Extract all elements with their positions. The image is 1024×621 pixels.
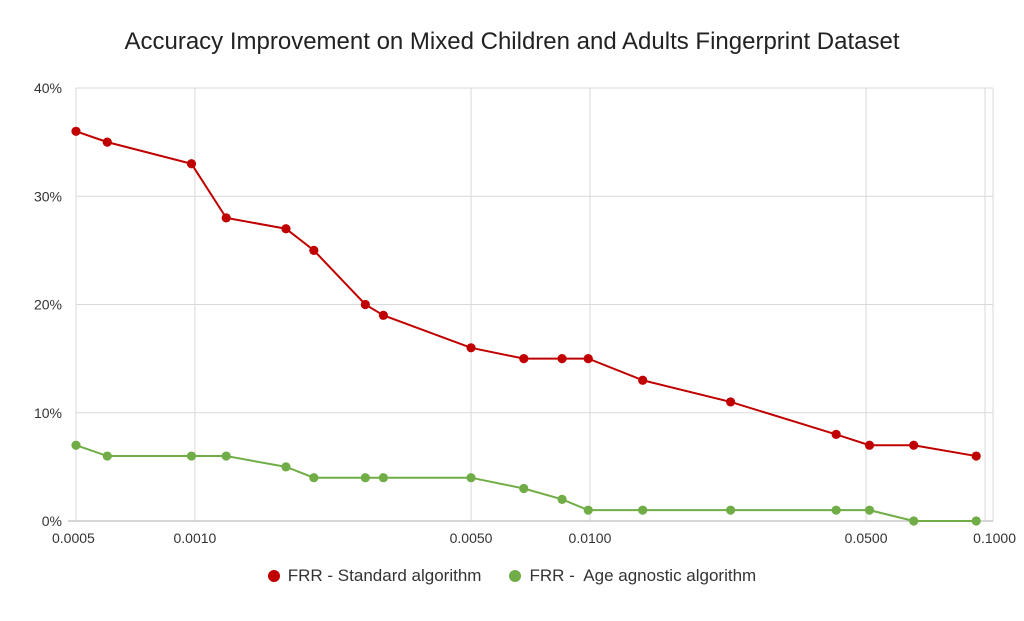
grid-lines (75, 87, 994, 522)
data-point (638, 505, 648, 515)
data-point (831, 429, 841, 439)
data-point (360, 473, 370, 483)
data-point (583, 354, 593, 364)
x-tick-label: 0.0050 (450, 530, 493, 546)
data-point (726, 397, 736, 407)
data-point (309, 245, 319, 255)
data-point (186, 159, 197, 169)
legend-label-age-agnostic: FRR - Age agnostic algorithm (529, 566, 757, 585)
legend-marker-standard (267, 570, 280, 582)
legend-label-standard: FRR - Standard algorithm (287, 566, 482, 585)
x-tick-label: 0.1000 (973, 530, 1016, 546)
y-tick-label: 20% (34, 297, 62, 313)
data-point (519, 354, 529, 364)
data-point (864, 505, 875, 515)
data-point (71, 440, 81, 450)
data-point (831, 505, 841, 515)
x-tick-label: 0.0010 (174, 530, 217, 546)
data-point (378, 310, 389, 320)
data-point (557, 354, 567, 364)
data-point (309, 473, 319, 483)
data-point (971, 516, 981, 526)
chart-title: Accuracy Improvement on Mixed Children a… (124, 28, 900, 55)
tick-labels: 0% 10% 20% 30% 40% 0.0005 0.0010 0.0050 0.0100 0.… (34, 80, 1016, 546)
data-point (726, 505, 736, 515)
data-point (909, 440, 919, 450)
data-point (186, 451, 197, 461)
legend-item-age-agnostic: FRR - Age agnostic algorithm (509, 566, 756, 586)
data-point (378, 473, 389, 483)
data-point (360, 299, 370, 310)
y-tick-label: 30% (34, 188, 62, 204)
y-tick-label: 0% (42, 513, 62, 529)
y-tick-label: 40% (34, 80, 62, 96)
data-point (466, 343, 476, 353)
data-point (102, 137, 112, 147)
y-tick-label: 10% (34, 405, 62, 421)
legend-item-standard: FRR - Standard algorithm (267, 566, 482, 586)
data-point (971, 451, 981, 461)
data-point (909, 516, 919, 526)
data-point (557, 494, 567, 504)
legend-marker-age-agnostic (509, 570, 522, 582)
legend: FRR - Standard algorithm FRR - Age agnos… (0, 566, 1024, 586)
data-point (281, 224, 291, 234)
x-tick-label: 0.0500 (845, 530, 888, 546)
data-point (638, 375, 648, 385)
data-point (466, 473, 476, 483)
x-tick-label: 0.0100 (569, 530, 612, 546)
data-point (221, 451, 231, 461)
data-point (519, 483, 529, 494)
data-point (102, 451, 112, 461)
series-line-1 (75, 444, 977, 522)
data-point (864, 440, 875, 450)
series-layer (71, 126, 981, 526)
data-point (281, 462, 291, 472)
data-point (221, 213, 231, 223)
series-line-0 (75, 130, 977, 458)
x-tick-label: 0.0005 (52, 530, 95, 546)
data-point (71, 126, 81, 136)
data-point (583, 505, 593, 515)
